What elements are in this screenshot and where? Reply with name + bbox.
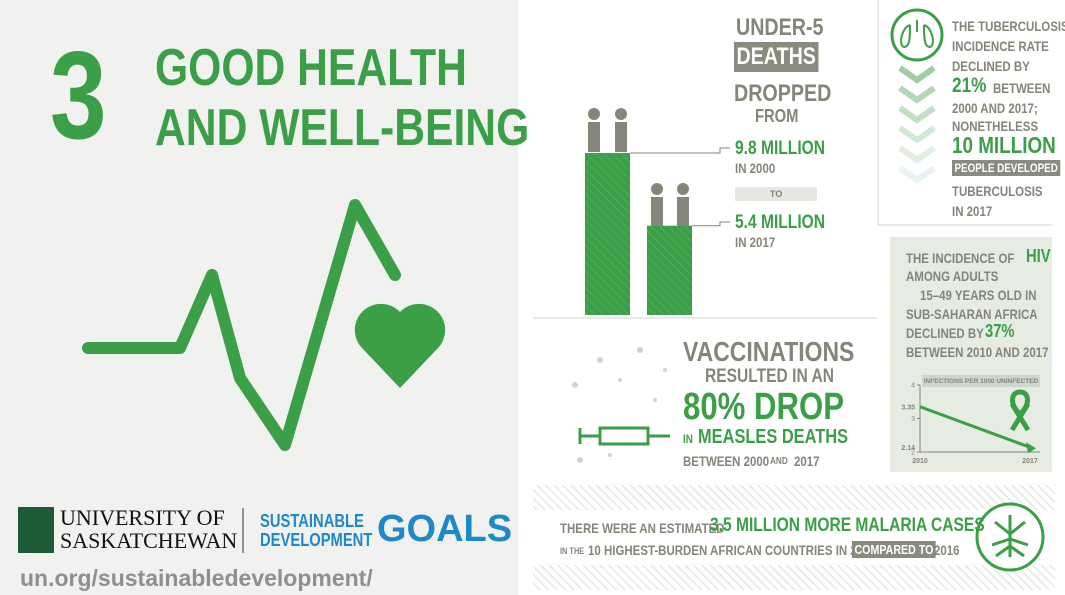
malaria-highlight: 3.5 MILLION MORE MALARIA CASES [710,515,985,536]
hiv-text: DECLINED BY [906,325,984,341]
y-tick-label: 3 [911,416,915,423]
hiv-text: AMONG ADULTS [906,268,999,284]
value-label: 3.35 [901,404,915,411]
url: un.org/sustainabledevelopment/ [20,565,373,591]
y-tick-label: 4 [911,383,915,390]
malaria-text: 2016 [934,542,960,558]
malaria-band [533,510,1055,565]
value-label: 5.4 MILLION [735,212,826,233]
malaria-box: COMPARED TO [852,541,936,558]
bar [647,225,692,315]
vacc-highlight: 80% DROP [683,386,845,428]
data-line [919,405,1031,449]
vacc-text: MEASLES DEATHS [698,426,849,448]
hiv-text: SUB-SAHARAN AFRICA [906,306,1038,322]
tb-text: 2000 AND 2017; [952,100,1038,116]
hiv-text: THE INCIDENCE OF [906,250,1015,266]
chevrons [898,65,936,184]
vacc-text: BETWEEN 2000 [683,453,770,469]
x-tick-label: 2017 [1022,458,1038,465]
tb-text: TUBERCULOSIS [952,183,1043,199]
tb-text: INCIDENCE RATE [952,38,1049,54]
vacc-text: IN [683,432,693,446]
sdg-goals: GOALS [377,508,513,550]
value-label: 2.14 [901,445,915,452]
tb-highlight: 21% [952,74,987,97]
bar [585,153,630,315]
ribbon [1009,389,1031,432]
sdg-logo: DEVELOPMENT [260,530,373,550]
heading: DEATHS [734,42,819,72]
year-label: IN 2017 [735,234,776,250]
mosquito [991,515,1029,558]
x-tick-label: 2010 [912,458,928,465]
dots [572,347,667,463]
y-tick-label: 2 [911,450,915,457]
people [588,108,689,227]
syringe [578,426,670,446]
university-name: UNIVERSITY OF [60,505,225,530]
chart-title: INFECTIONS PER 1000 UNINFECTED [924,378,1039,385]
chart-title-box [922,375,1040,387]
hiv-highlight: 37% [985,321,1015,341]
tb-box: PEOPLE DEVELOPED [952,160,1061,176]
goal-title: GOOD HEALTH [155,39,467,97]
arrow-head [1026,442,1036,454]
lungs [900,20,934,49]
heartbeat [82,199,401,451]
vacc-text: 2017 [794,453,820,469]
left-panel [0,0,518,595]
connector-line [630,147,730,154]
sdg-logo: SUSTAINABLE [260,511,364,531]
malaria-text: 10 HIGHEST-BURDEN AFRICAN COUNTRIES IN 2… [588,542,876,558]
tb-text: BETWEEN [993,80,1051,96]
hiv-text: BETWEEN 2010 AND 2017 [906,344,1049,360]
tb-highlight: 10 MILLION [952,132,1056,158]
connector-line [692,221,730,227]
heading: FROM [755,106,799,126]
goal-number: 3 [50,27,107,165]
heading: DROPPED [734,80,832,107]
goal-title: AND WELL-BEING [155,99,530,157]
tb-text: DECLINED BY [952,58,1030,74]
hiv-text: 15–49 YEARS OLD IN [920,287,1037,303]
hiv-panel [890,237,1052,472]
year-label: IN 2000 [735,160,776,176]
heading: UNDER-5 [736,14,824,41]
vacc-text: RESULTED IN AN [705,366,834,387]
value-label: 9.8 MILLION [735,138,826,159]
lungs-icon [890,8,944,62]
vacc-heading: VACCINATIONS [683,336,855,367]
heart [354,303,446,388]
hiv-highlight: HIV [1026,246,1051,266]
malaria-text: THERE WERE AN ESTIMATED [560,520,725,536]
vacc-text: AND [770,456,788,467]
university-name: SASKATCHEWAN [60,528,238,553]
to-box [735,187,817,201]
tb-text: THE TUBERCULOSIS [952,18,1065,34]
tb-text: NONETHELESS [952,118,1039,134]
tb-text: IN 2017 [952,203,993,219]
malaria-text: IN THE [560,546,585,556]
university-crest [18,507,54,553]
connector: TO [770,189,783,199]
